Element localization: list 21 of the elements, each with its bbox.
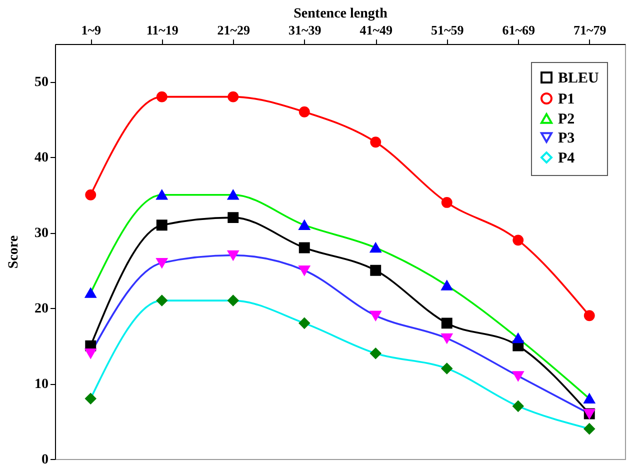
x-tick-label: 1~9 <box>81 22 102 38</box>
legend-label: BLEU <box>558 70 600 86</box>
y-tick-label: 10 <box>34 377 48 392</box>
y-axis-title: Score <box>6 235 22 269</box>
x-tick-label: 61~69 <box>502 22 536 38</box>
x-tick-label: 31~39 <box>288 22 322 38</box>
x-tick-label: 41~49 <box>360 22 393 38</box>
x-tick-label: 71~79 <box>573 22 607 38</box>
y-tick-label: 40 <box>34 150 48 166</box>
y-tick-label: 50 <box>34 75 48 90</box>
x-tick-label: 21~29 <box>217 22 250 38</box>
y-tick-label: 0 <box>42 452 48 468</box>
legend-label: P4 <box>558 150 576 166</box>
legend-label: P1 <box>558 92 575 108</box>
y-tick-label: 30 <box>34 226 48 242</box>
y-tick-label: 20 <box>34 302 48 317</box>
x-axis-title: Sentence length <box>294 6 388 22</box>
legend-label: P2 <box>558 112 575 128</box>
legend-label: P3 <box>558 130 575 146</box>
x-tick-label: 11~19 <box>146 22 179 38</box>
x-tick-label: 51~59 <box>430 22 464 38</box>
